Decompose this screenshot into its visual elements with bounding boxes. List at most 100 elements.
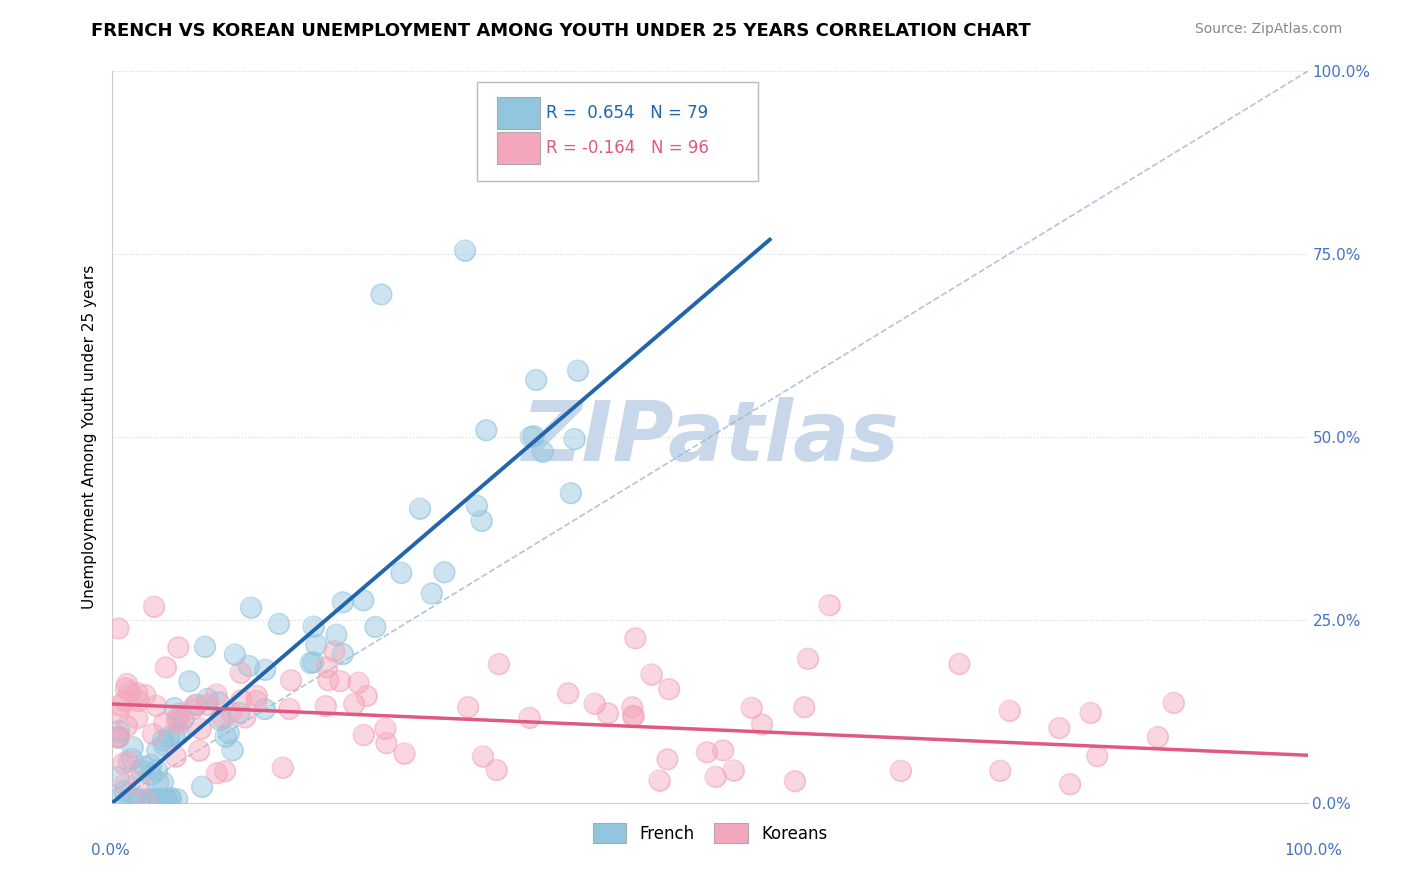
- Point: [165, 749, 187, 764]
- Point: [118, 684, 141, 698]
- Point: [190, 722, 212, 736]
- Point: [948, 657, 970, 671]
- Point: [114, 784, 136, 798]
- Point: [472, 749, 495, 764]
- Point: [181, 702, 204, 716]
- Point: [658, 682, 681, 697]
- Point: [127, 686, 149, 700]
- Point: [233, 710, 256, 724]
- Point: [112, 756, 135, 771]
- Point: [454, 244, 477, 258]
- Text: ZIPatlas: ZIPatlas: [522, 397, 898, 477]
- Point: [163, 729, 186, 743]
- Text: R =  0.654   N = 79: R = 0.654 N = 79: [547, 104, 709, 122]
- Point: [1059, 777, 1081, 791]
- Point: [114, 778, 136, 792]
- Point: [146, 743, 169, 757]
- Point: [475, 423, 498, 437]
- Point: [128, 694, 150, 708]
- Point: [124, 792, 146, 806]
- Point: [988, 764, 1011, 778]
- Point: [228, 706, 250, 720]
- Point: [135, 794, 157, 808]
- Point: [219, 705, 242, 719]
- Point: [153, 738, 176, 752]
- Point: [315, 660, 337, 674]
- Point: [389, 566, 412, 580]
- Point: [169, 715, 191, 730]
- Point: [163, 729, 186, 743]
- Point: [128, 792, 150, 806]
- Point: [890, 764, 912, 778]
- Point: [129, 763, 152, 777]
- Point: [153, 716, 176, 731]
- Point: [115, 677, 138, 691]
- Point: [315, 699, 337, 714]
- Point: [433, 566, 456, 580]
- Point: [621, 700, 644, 714]
- Point: [329, 674, 352, 689]
- Point: [141, 757, 163, 772]
- Point: [107, 622, 129, 636]
- Point: [374, 722, 396, 736]
- Point: [583, 697, 606, 711]
- Point: [188, 743, 211, 757]
- Point: [138, 792, 160, 806]
- Point: [485, 763, 508, 777]
- Point: [186, 698, 208, 712]
- Point: [420, 586, 443, 600]
- Point: [141, 792, 163, 806]
- Point: [394, 747, 416, 761]
- Point: [245, 694, 267, 708]
- Point: [353, 728, 375, 742]
- Text: Source: ZipAtlas.com: Source: ZipAtlas.com: [1195, 22, 1343, 37]
- Point: [142, 727, 165, 741]
- Point: [128, 792, 150, 806]
- Point: [583, 697, 606, 711]
- Point: [115, 719, 138, 733]
- Point: [167, 726, 190, 740]
- Point: [389, 566, 412, 580]
- Point: [184, 698, 207, 713]
- Point: [148, 792, 170, 806]
- Point: [332, 595, 354, 609]
- Point: [188, 743, 211, 757]
- Point: [621, 709, 644, 723]
- Point: [191, 780, 214, 794]
- Point: [221, 743, 243, 757]
- Point: [218, 726, 240, 740]
- Point: [138, 792, 160, 806]
- Point: [557, 686, 579, 700]
- Point: [1085, 749, 1108, 764]
- Point: [560, 486, 582, 500]
- Point: [596, 706, 619, 721]
- Point: [231, 693, 253, 707]
- Point: [166, 792, 188, 806]
- Point: [205, 688, 228, 702]
- Point: [165, 749, 187, 764]
- Point: [194, 640, 217, 654]
- Legend: French, Koreans: French, Koreans: [586, 817, 834, 849]
- Point: [1163, 696, 1185, 710]
- Point: [107, 770, 129, 784]
- Point: [208, 695, 231, 709]
- Point: [409, 501, 432, 516]
- Point: [115, 719, 138, 733]
- Point: [148, 775, 170, 789]
- Point: [167, 712, 190, 726]
- Point: [145, 698, 167, 713]
- Point: [121, 740, 143, 755]
- FancyBboxPatch shape: [477, 82, 758, 181]
- Point: [254, 663, 277, 677]
- Point: [143, 599, 166, 614]
- Point: [567, 364, 589, 378]
- Point: [214, 730, 236, 744]
- Point: [323, 644, 346, 658]
- Point: [465, 499, 488, 513]
- Point: [155, 792, 177, 806]
- Point: [998, 704, 1021, 718]
- Point: [173, 712, 195, 726]
- Point: [245, 694, 267, 708]
- Point: [711, 743, 734, 757]
- Point: [564, 432, 586, 446]
